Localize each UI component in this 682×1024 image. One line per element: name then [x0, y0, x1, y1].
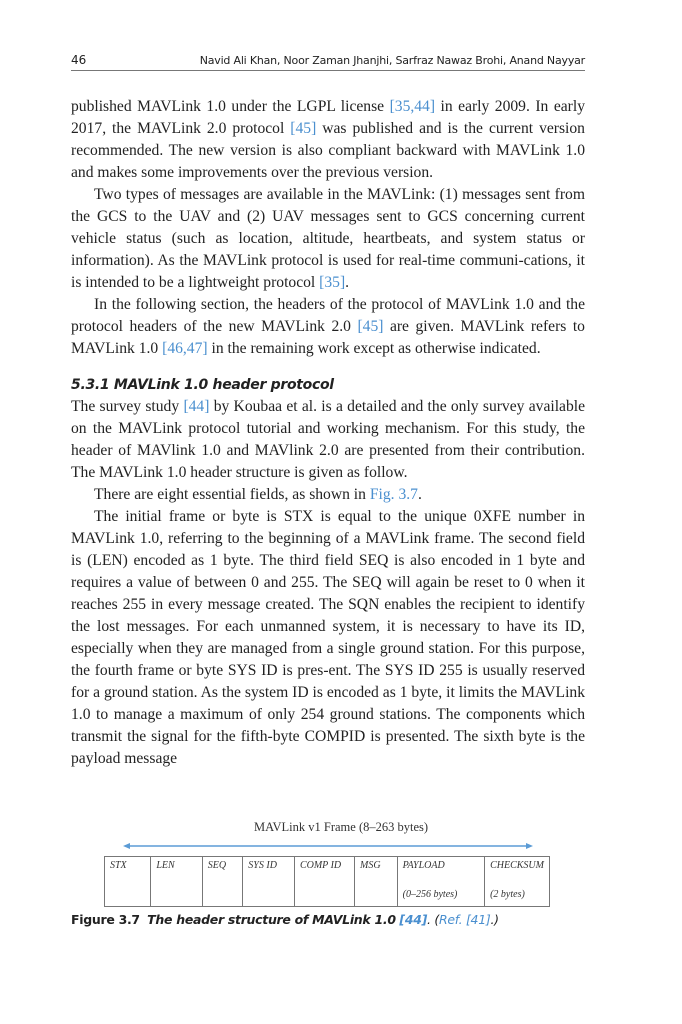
text-run: .: [417, 486, 422, 503]
caption-source-link[interactable]: Ref. [41]: [438, 912, 491, 927]
text-run: are given. MAVLink refers to MAVLink 1.0: [71, 318, 585, 357]
frame-field: PAYLOAD (0–256 bytes): [396, 856, 486, 907]
paragraph: There are eight essential fields, as sho…: [71, 484, 585, 506]
field-label: CHECKSUM: [490, 860, 544, 871]
caption-end: .): [490, 912, 499, 927]
paragraph: published MAVLink 1.0 under the LGPL lic…: [71, 96, 585, 184]
field-label: COMP ID: [299, 860, 342, 871]
caption-ref-link[interactable]: [44]: [399, 912, 428, 927]
text-run: Two types of messages are available in t…: [71, 186, 585, 291]
text-run: in early 2009. In early 2017, the MAVLin…: [71, 98, 585, 137]
citation-link[interactable]: Fig. 3.7: [369, 486, 418, 503]
citation-link[interactable]: [44]: [183, 398, 210, 415]
frame-field: COMP ID: [293, 856, 356, 907]
text-run: The survey study: [71, 398, 184, 415]
field-size: (2 bytes): [490, 889, 525, 900]
citation-link[interactable]: [45]: [357, 318, 384, 335]
field-label: SYS ID: [248, 860, 277, 871]
text-run: was published and is the current version…: [71, 120, 585, 181]
section-heading: 5.3.1 MAVLink 1.0 header protocol: [71, 377, 334, 393]
citation-link[interactable]: [45]: [290, 120, 317, 137]
field-label: MSG: [360, 860, 381, 871]
caption-text: The header structure of MAVLink 1.0: [147, 912, 396, 927]
text-run: The initial frame or byte is STX is equa…: [71, 508, 585, 767]
frame-field: SYS ID: [242, 856, 295, 907]
frame-field: STX: [103, 856, 152, 907]
field-label: STX: [110, 860, 127, 871]
paragraphs-before: published MAVLink 1.0 under the LGPL lic…: [71, 96, 585, 360]
paragraph: In the following section, the headers of…: [71, 294, 585, 360]
frame-field: CHECKSUM (2 bytes): [484, 856, 550, 907]
figure-title: MAVLink v1 Frame (8–263 bytes): [253, 820, 429, 834]
figure-caption: Figure 3.7 The header structure of MAVLi…: [71, 912, 499, 927]
paragraph: Two types of messages are available in t…: [71, 184, 585, 294]
field-label: SEQ: [207, 860, 227, 871]
paragraph: The survey study [44] by Koubaa et al. i…: [71, 396, 585, 484]
frame-field: SEQ: [201, 856, 244, 907]
text-run: In the following section, the headers of…: [71, 296, 585, 335]
paragraphs-after: The survey study [44] by Koubaa et al. i…: [71, 396, 585, 770]
field-label: LEN: [156, 860, 175, 871]
text-run: by Koubaa et al. is a detailed and the o…: [71, 398, 585, 481]
frame-structure-table: STX LEN SEQ SYS ID COMP ID MSG PAYLOAD (0–256 b…: [103, 856, 550, 907]
frame-field: MSG: [354, 856, 398, 907]
frame-field: LEN: [150, 856, 203, 907]
double-arrow-icon: [123, 843, 533, 849]
body-text: published MAVLink 1.0 under the LGPL lic…: [71, 96, 585, 770]
field-label: PAYLOAD: [402, 860, 445, 871]
page-number: 46: [71, 53, 87, 67]
citation-link[interactable]: [46,47]: [162, 340, 208, 357]
caption-sep: . (: [427, 912, 439, 927]
text-run: in the remaining work except as otherwis…: [207, 340, 541, 357]
header-authors: Navid Ali Khan, Noor Zaman Jhanjhi, Sarf…: [199, 54, 586, 67]
paragraph: The initial frame or byte is STX is equa…: [71, 506, 585, 770]
figure-number: Figure 3.7: [71, 912, 140, 927]
text-run: published MAVLink 1.0 under the LGPL lic…: [71, 98, 390, 115]
text-run: .: [345, 274, 350, 291]
field-size: (0–256 bytes): [402, 889, 458, 900]
citation-link[interactable]: [35,44]: [389, 98, 436, 115]
frame-row: STX LEN SEQ SYS ID COMP ID MSG PAYLOAD (0–256 b…: [103, 856, 550, 907]
text-run: There are eight essential fields, as sho…: [94, 486, 370, 503]
running-header: 46 Navid Ali Khan, Noor Zaman Jhanjhi, S…: [71, 52, 585, 71]
citation-link[interactable]: [35]: [319, 274, 346, 291]
